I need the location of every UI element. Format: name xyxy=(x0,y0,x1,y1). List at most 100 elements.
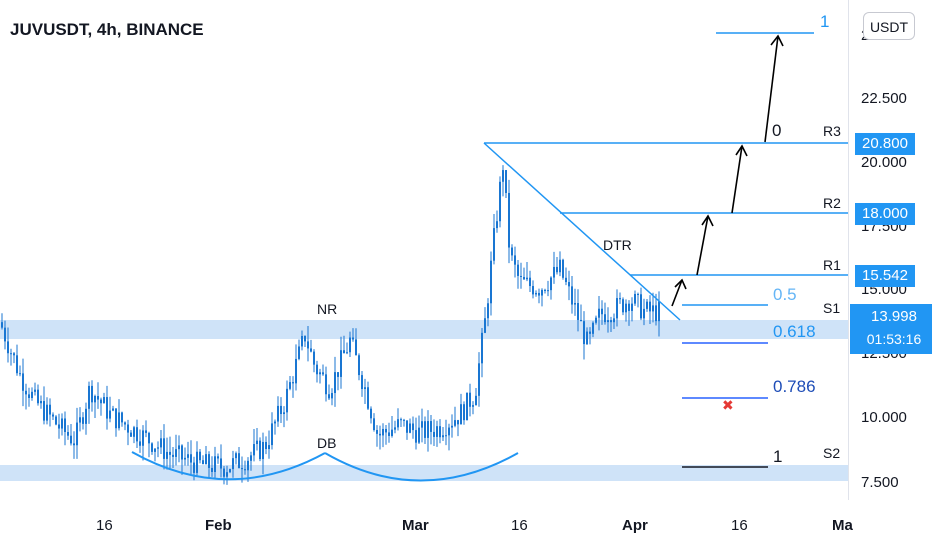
candle-body xyxy=(55,416,57,425)
candle-body xyxy=(145,430,147,433)
candle-body xyxy=(94,395,96,403)
candle-body xyxy=(403,419,405,421)
candle-body xyxy=(100,399,102,404)
candle-body xyxy=(280,405,282,415)
candle-body xyxy=(631,303,633,311)
candle-body xyxy=(151,443,153,452)
x-tick-ma: Ma xyxy=(832,517,853,534)
candle-body xyxy=(73,443,75,446)
candle-body xyxy=(535,292,537,295)
candle-body xyxy=(364,387,366,390)
fib-0.5-label: 0.5 xyxy=(773,285,797,304)
r2-label: R2 xyxy=(823,195,841,211)
candle-body xyxy=(442,435,444,438)
candle-body xyxy=(178,445,180,450)
candle-body xyxy=(391,429,393,436)
candle-body xyxy=(451,425,453,428)
candle-body xyxy=(49,404,51,415)
candle-body xyxy=(475,395,477,406)
candle-body xyxy=(553,266,555,278)
arrow-segment-4 xyxy=(764,35,779,143)
candle-body xyxy=(253,444,255,456)
candle-body xyxy=(172,454,174,457)
arrow-heads xyxy=(674,34,784,290)
candle-body xyxy=(220,458,222,469)
candle-body xyxy=(394,427,396,430)
candle-body xyxy=(67,432,69,436)
price-tag-20800: 20.800 xyxy=(855,133,915,155)
candle-body xyxy=(10,353,12,355)
candle-body xyxy=(328,394,330,399)
candle-body xyxy=(40,401,42,404)
candle-body xyxy=(562,259,564,278)
candle-body xyxy=(367,387,369,409)
candle-body xyxy=(601,308,603,315)
candle-body xyxy=(181,445,183,460)
candle-body xyxy=(163,438,165,459)
arrow-segment-2 xyxy=(696,215,709,276)
current-price-tag: 13.998 01:53:16 xyxy=(850,304,932,354)
candle-body xyxy=(157,447,159,449)
candle-body xyxy=(646,301,648,309)
candle-body xyxy=(607,320,609,323)
candle-body xyxy=(361,375,363,390)
candle-body xyxy=(223,468,225,477)
candle-body xyxy=(343,350,345,354)
candle-body xyxy=(142,430,144,446)
candle-body xyxy=(421,421,423,428)
arrow-segment-3 xyxy=(731,145,743,214)
candle-body xyxy=(571,286,573,305)
candle-body xyxy=(598,308,600,318)
candle-body xyxy=(295,358,297,384)
candle-body xyxy=(238,453,240,469)
candle-body xyxy=(64,418,66,433)
fib-top-label: 1 xyxy=(820,12,829,31)
candle-body xyxy=(457,420,459,425)
y-tick-22500: 22.500 xyxy=(861,90,907,107)
candle-body xyxy=(322,372,324,375)
candle-body xyxy=(511,247,513,256)
candle-body xyxy=(496,221,498,229)
candle-body xyxy=(400,419,402,421)
candle-body xyxy=(286,388,288,413)
currency-unit-button[interactable]: USDT xyxy=(863,12,915,40)
candle-body xyxy=(196,451,198,473)
candle-body xyxy=(127,424,129,433)
candle-body xyxy=(139,441,141,446)
candle-body xyxy=(613,318,615,323)
candle-body xyxy=(301,336,303,347)
candle-body xyxy=(121,412,123,423)
candle-body xyxy=(652,305,654,312)
descending-trendline xyxy=(483,142,681,321)
candle-body xyxy=(337,372,339,377)
candle-body xyxy=(154,448,156,452)
double-bottom-arc-right xyxy=(324,452,519,482)
fib-0-label: 0 xyxy=(772,121,781,140)
x-tick-16c: 16 xyxy=(731,517,748,534)
candle-body xyxy=(469,392,471,407)
candle-body xyxy=(505,170,507,193)
candle-body xyxy=(406,420,408,433)
candle-body xyxy=(640,294,642,319)
price-axis-separator xyxy=(848,0,849,500)
candle-body xyxy=(559,259,561,273)
candle-body xyxy=(502,170,504,182)
candle-body xyxy=(487,303,489,319)
candle-body xyxy=(115,408,117,429)
candle-body xyxy=(43,401,45,421)
candle-body xyxy=(490,260,492,304)
candle-body xyxy=(493,228,495,261)
candle-body xyxy=(1,322,3,328)
candle-body xyxy=(415,430,417,443)
candle-body xyxy=(334,372,336,394)
candle-body xyxy=(259,440,261,460)
candle-body xyxy=(82,417,84,424)
candle-body xyxy=(193,462,195,473)
candle-body xyxy=(199,451,201,461)
candle-body xyxy=(433,431,435,437)
candle-body xyxy=(580,319,582,322)
candle-body xyxy=(103,397,105,404)
candle-body xyxy=(658,301,660,322)
candle-body xyxy=(463,404,465,421)
